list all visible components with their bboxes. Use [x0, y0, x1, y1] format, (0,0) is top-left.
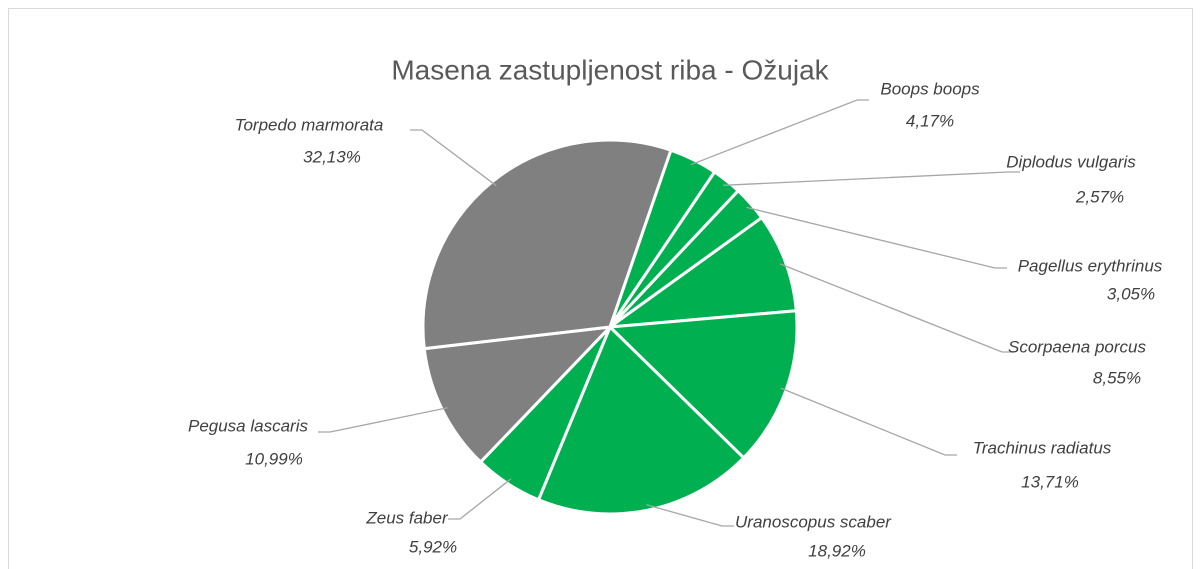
slice-label: Diplodus vulgaris [1006, 152, 1136, 171]
pie-slice [536, 324, 746, 516]
slice-label: Zeus faber [365, 508, 449, 527]
slice-value-label: 10,99% [245, 449, 303, 468]
slice-label: Uranoscopus scaber [735, 512, 892, 531]
slice-label: Pagellus erythrinus [1018, 256, 1163, 275]
slice-value-label: 32,13% [303, 147, 361, 166]
pie-slice [604, 215, 798, 329]
slice-value-label: 5,92% [409, 537, 457, 556]
pie-slice [422, 325, 614, 465]
slice-label: Trachinus radiatus [973, 438, 1112, 457]
slice-value-label: 18,92% [808, 541, 866, 560]
leader-line [448, 478, 512, 520]
leader-line [646, 504, 734, 527]
leader-line [318, 407, 448, 433]
slice-label: Boops boops [880, 79, 980, 98]
leader-line [410, 129, 497, 187]
slice-label: Scorpaena porcus [1008, 337, 1146, 356]
slice-value-label: 8,55% [1093, 368, 1141, 387]
slice-label: Pegusa lascaris [188, 416, 309, 435]
chart-title: Masena zastupljenost riba - Ožujak [391, 54, 829, 85]
slice-value-label: 4,17% [906, 111, 954, 130]
slice-value-label: 13,71% [1021, 472, 1079, 491]
leader-line [780, 387, 957, 456]
leader-line [690, 99, 869, 166]
slice-value-label: 2,57% [1075, 187, 1124, 206]
leader-line [779, 263, 1014, 353]
pie-slice [421, 138, 673, 351]
slice-label: Torpedo marmorata [235, 115, 384, 134]
leader-line [746, 206, 1007, 269]
leader-line [723, 171, 1020, 186]
slice-value-label: 3,05% [1107, 284, 1155, 303]
